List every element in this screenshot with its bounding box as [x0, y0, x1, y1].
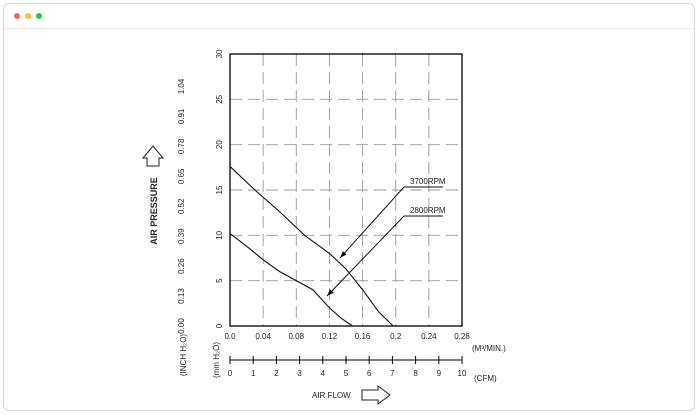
title-divider — [4, 28, 694, 29]
series-label-2800rpm: 2800RPM — [410, 206, 446, 215]
series-leader-line — [339, 186, 405, 259]
plot-frame — [229, 53, 463, 327]
x-tick-label-cfm: 5 — [344, 369, 349, 378]
x-axis-unit-m3: (M³/MIN.) — [472, 344, 506, 353]
chart-grid — [230, 54, 462, 326]
y-tick-label-mm: 30 — [215, 49, 224, 58]
x-tick-label-m3: 0.0 — [224, 332, 236, 341]
arrowhead-icon — [327, 289, 334, 296]
y-tick-label-mm: 15 — [215, 185, 224, 194]
x-tick-label-m3: 0.08 — [288, 332, 304, 341]
y-tick-label-inch: 0.78 — [177, 138, 186, 154]
x-tick-label-m3: 0.04 — [255, 332, 271, 341]
x-tick-label-cfm: 9 — [437, 369, 442, 378]
x-axis-title: AIR FLOW — [312, 391, 351, 400]
x-axis-cfm: 0 1 2 3 4 5 6 7 8 9 10 — [228, 356, 467, 378]
x-tick-label-cfm: 6 — [367, 369, 372, 378]
x-axis-unit-cfm: (CFM) — [474, 374, 497, 383]
arrow-up-icon — [141, 145, 165, 167]
x-tick-label-cfm: 8 — [413, 369, 418, 378]
x-tick-label-cfm: 3 — [297, 369, 302, 378]
y-axis-mm-ticks: 0 5 10 15 20 25 30 — [215, 49, 224, 328]
y-axis-inch-ticks: 0.00 0.13 0.26 0.39 0.52 0.65 0.78 0.91 1.04 — [177, 78, 186, 334]
y-tick-label-inch: 0.91 — [177, 108, 186, 124]
series-line-3700rpm — [229, 166, 394, 327]
y-tick-label-inch: 0.39 — [177, 228, 186, 244]
arrow-right-icon — [361, 385, 391, 405]
x-tick-label-m3: 0.2 — [390, 332, 402, 341]
x-tick-label-m3: 0.28 — [454, 332, 470, 341]
y-tick-label-inch: 0.13 — [177, 288, 186, 304]
y-tick-label-mm: 5 — [215, 278, 224, 283]
x-tick-label-m3: 0.12 — [322, 332, 338, 341]
x-axis-m3-ticks: 0.0 0.04 0.08 0.12 0.16 0.2 0.24 0.28 — [224, 332, 470, 341]
y-axis-unit-inch: (INCH H₂O) — [179, 334, 188, 377]
app-window — [3, 3, 695, 411]
x-tick-label-cfm: 4 — [321, 369, 326, 378]
y-tick-label-inch: 1.04 — [177, 78, 186, 94]
y-axis-title: AIR PRESSURE — [149, 177, 159, 245]
series-label-3700rpm: 3700RPM — [410, 177, 446, 186]
x-tick-label-cfm: 7 — [390, 369, 395, 378]
y-tick-label-mm: 25 — [215, 94, 224, 103]
x-tick-label-cfm: 2 — [274, 369, 279, 378]
y-axis-unit-mm: (mm H₂O) — [212, 342, 221, 378]
close-button[interactable] — [14, 13, 20, 19]
series-line-2800rpm — [229, 233, 353, 327]
y-tick-label-inch: 0.00 — [177, 318, 186, 334]
y-tick-label-inch: 0.52 — [177, 198, 186, 214]
y-tick-label-mm: 10 — [215, 230, 224, 239]
y-tick-label-mm: 0 — [215, 323, 224, 328]
x-tick-label-cfm: 0 — [228, 369, 233, 378]
maximize-button[interactable] — [36, 13, 42, 19]
y-tick-label-inch: 0.65 — [177, 168, 186, 184]
title-bar — [4, 4, 694, 28]
series-leader-line — [326, 215, 405, 297]
chart-series — [229, 166, 394, 327]
y-tick-label-mm: 20 — [215, 140, 224, 149]
x-tick-label-m3: 0.24 — [421, 332, 437, 341]
arrowhead-icon — [340, 251, 347, 258]
series-labels: 3700RPM 2800RPM — [326, 177, 446, 297]
x-tick-label-cfm: 10 — [458, 369, 467, 378]
y-tick-label-inch: 0.26 — [177, 258, 186, 274]
minimize-button[interactable] — [25, 13, 31, 19]
x-tick-label-cfm: 1 — [251, 369, 256, 378]
x-tick-label-m3: 0.16 — [355, 332, 371, 341]
